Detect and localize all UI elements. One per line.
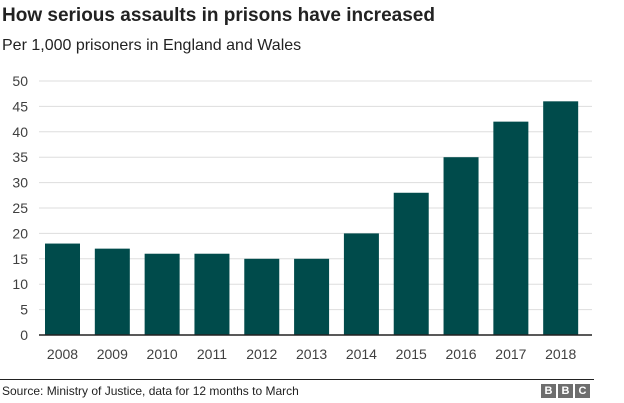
y-tick-label: 40 (12, 124, 28, 140)
footer-divider (0, 379, 594, 380)
chart-title: How serious assaults in prisons have inc… (2, 5, 435, 26)
bars (45, 101, 579, 335)
bar-2013 (294, 258, 330, 335)
x-tick-label: 2016 (445, 346, 476, 362)
x-tick-label: 2010 (147, 346, 178, 362)
x-tick-label: 2011 (197, 346, 227, 362)
y-tick-label: 20 (12, 225, 28, 241)
y-tick-label: 45 (12, 98, 28, 114)
x-tick-label: 2009 (97, 346, 128, 362)
y-tick-label: 30 (12, 175, 28, 191)
bar-2011 (194, 253, 230, 335)
bbc-logo: B B C (541, 384, 590, 398)
y-tick-label: 10 (12, 276, 28, 292)
x-tick-label: 2015 (396, 346, 427, 362)
y-tick-label: 50 (12, 73, 28, 89)
y-tick-label: 0 (20, 327, 28, 343)
x-tick-label: 2017 (495, 346, 526, 362)
x-tick-labels: 2008 2009 2010 2011 2012 2013 2014 2015 2016 2017… (47, 346, 577, 362)
y-tick-labels: 0 5 10 15 20 25 30 35 40 45 50 (12, 73, 28, 343)
x-tick-label: 2013 (296, 346, 327, 362)
bar-2008 (45, 243, 80, 335)
bbc-logo-letter: B (541, 384, 556, 398)
y-tick-label: 15 (12, 251, 28, 267)
bar-2017 (493, 121, 529, 335)
y-tick-label: 5 (20, 302, 28, 318)
bar-2012 (244, 258, 280, 335)
bar-2015 (393, 192, 429, 335)
bar-2016 (443, 157, 479, 335)
source-note: Source: Ministry of Justice, data for 12… (2, 384, 299, 398)
x-tick-label: 2012 (246, 346, 277, 362)
x-tick-label: 2008 (47, 346, 78, 362)
x-tick-label: 2014 (346, 346, 377, 362)
bar-2009 (94, 248, 130, 335)
bar-2010 (144, 253, 180, 335)
x-tick-label: 2018 (545, 346, 576, 362)
chart-subtitle: Per 1,000 prisoners in England and Wales (2, 37, 302, 54)
y-tick-label: 35 (12, 149, 28, 165)
bbc-logo-letter: B (558, 384, 573, 398)
bar-chart: 0 5 10 15 20 25 30 35 40 45 50 2008 2009 2010 2011 201… (12, 73, 592, 362)
bar-2018 (543, 101, 579, 335)
bar-2014 (343, 233, 379, 335)
bbc-logo-letter: C (575, 384, 590, 398)
y-tick-label: 25 (12, 200, 28, 216)
